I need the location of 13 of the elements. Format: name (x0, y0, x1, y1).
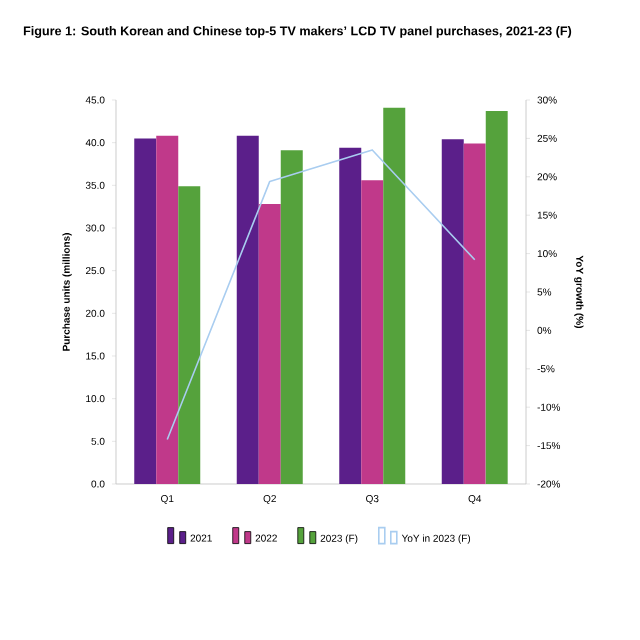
bar (236, 135, 259, 484)
bar (441, 139, 464, 484)
bar (463, 143, 486, 484)
bar (280, 150, 303, 484)
bar (258, 204, 281, 484)
bar (156, 135, 179, 484)
bar (134, 138, 157, 484)
bar (178, 186, 201, 484)
bar (383, 107, 406, 484)
bar (485, 111, 508, 484)
bar (339, 147, 362, 484)
line-series (166, 149, 476, 441)
bar (361, 180, 384, 484)
